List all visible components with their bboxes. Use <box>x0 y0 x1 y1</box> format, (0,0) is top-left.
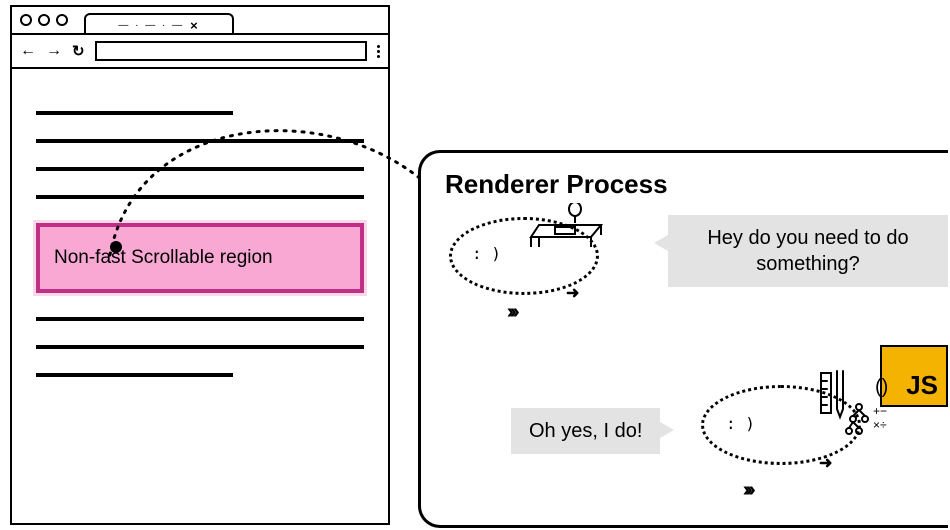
content-line <box>36 373 233 377</box>
content-line <box>36 139 364 143</box>
back-icon: ← <box>20 42 36 60</box>
close-tab-icon: × <box>190 19 200 32</box>
svg-text:+−: +− <box>873 404 887 418</box>
compositor-speech-bubble: Hey do you need to do something? <box>668 215 948 287</box>
reload-icon: ↻ <box>72 42 85 60</box>
content-line <box>36 195 364 199</box>
page-content: Non-fast Scrollable region <box>12 69 388 419</box>
direction-arrow-icon: ➜ <box>819 453 832 473</box>
browser-tab: — · — · — × <box>84 13 234 35</box>
svg-text:(): () <box>875 376 888 398</box>
window-title-bar: — · — · — × <box>12 7 388 35</box>
main-thread-speech-bubble: Oh yes, I do! <box>511 408 660 454</box>
browser-nav-bar: ← → ↻ <box>12 35 388 69</box>
content-line <box>36 345 364 349</box>
panel-title: Renderer Process <box>445 169 948 200</box>
bubble-tail-icon <box>654 235 668 251</box>
menu-icon <box>377 45 380 58</box>
compositor-desk-icon <box>529 203 611 249</box>
tab-title-placeholder: — · — · — <box>118 20 184 31</box>
browser-window: — · — · — × ← → ↻ Non-fast Scrollable re… <box>10 5 390 525</box>
content-line <box>36 111 233 115</box>
nfsr-label: Non-fast Scrollable region <box>54 247 273 268</box>
window-control-dot <box>20 14 32 26</box>
address-bar <box>95 41 367 61</box>
direction-arrow-icon: ➜ <box>566 283 579 303</box>
event-hit-point-icon <box>110 241 122 253</box>
window-control-dot <box>38 14 50 26</box>
bubble-text: Oh yes, I do! <box>529 420 642 442</box>
bubble-tail-icon <box>660 422 674 438</box>
motion-chevrons-icon: ››› <box>743 479 752 502</box>
js-label: JS <box>906 370 938 401</box>
content-line <box>36 317 364 321</box>
character-face-icon: : ) <box>472 244 501 263</box>
bubble-text: Hey do you need to do something? <box>707 227 908 275</box>
renderer-process-panel: Renderer Process : ) ››› ➜ Hey do you ne… <box>418 150 948 528</box>
window-control-dot <box>56 14 68 26</box>
motion-chevrons-icon: ››› <box>507 301 516 324</box>
character-face-icon: : ) <box>726 414 755 433</box>
content-line <box>36 167 364 171</box>
non-fast-scrollable-region: Non-fast Scrollable region <box>36 223 364 293</box>
main-thread-tools-icon: +− ×÷ () <box>819 369 899 439</box>
forward-icon: → <box>46 42 62 60</box>
svg-text:×÷: ×÷ <box>873 418 887 432</box>
